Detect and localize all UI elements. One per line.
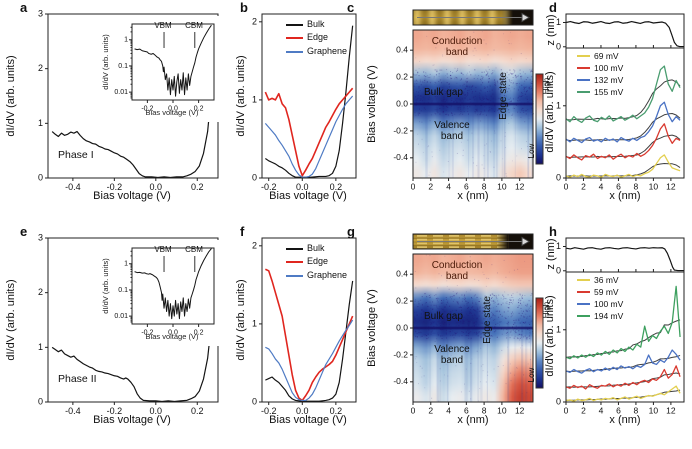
panel-h-z-axis-label: z (nm) bbox=[545, 238, 558, 270]
panel-e-inset-y-axis-label: dI/dV (arb. units) bbox=[101, 258, 111, 314]
panel-e-cbm-annotation: CBM bbox=[185, 245, 203, 254]
panel-g-x-axis-label: x (nm) bbox=[457, 414, 489, 426]
panel-letter-a: a bbox=[20, 0, 28, 15]
legend-item-59mv: 59 mV bbox=[577, 286, 623, 297]
69mv-line-swatch bbox=[577, 55, 590, 58]
panel-c-conduction-band-annotation: Conduction band bbox=[431, 36, 483, 58]
legend-label-bulk: Bulk bbox=[307, 19, 325, 29]
legend-item-bulk: Bulk bbox=[286, 19, 347, 29]
panel-h-y-axis-label: dI/dV (arb. units) bbox=[544, 295, 557, 377]
panel-d-legend: 69 mV 100 mV 132 mV 155 mV bbox=[577, 52, 623, 100]
panel-b-x-axis-label: Bias voltage (V) bbox=[269, 190, 347, 202]
panel-f-y-axis-label: dI/dV (arb. units) bbox=[235, 279, 248, 361]
graphene-line-swatch bbox=[286, 50, 303, 53]
legend-label-59mv: 59 mV bbox=[594, 286, 619, 297]
legend-label-graphene-f: Graphene bbox=[307, 269, 348, 280]
panel-a-inset-y-axis-label: dI/dV (arb. units) bbox=[101, 34, 111, 90]
panel-letter-g: g bbox=[347, 224, 355, 239]
panel-letter-e: e bbox=[20, 224, 28, 239]
panel-d-z-axis-label: z (nm) bbox=[545, 14, 558, 46]
legend-item-graphene-f: Graphene bbox=[286, 269, 348, 280]
legend-label-36mv: 36 mV bbox=[594, 275, 619, 285]
panel-c-colorbar-low-label: Low bbox=[526, 143, 536, 159]
legend-label-155mv: 155 mV bbox=[594, 86, 624, 97]
bulk-line-swatch bbox=[286, 247, 303, 250]
panel-a-phase-annotation: Phase I bbox=[58, 149, 94, 161]
panel-g-valence-band-annotation: Valence band bbox=[434, 344, 470, 366]
panel-letter-f: f bbox=[240, 224, 245, 239]
panel-e-y-axis-label: dI/dV (arb. units) bbox=[5, 279, 18, 361]
panel-e-inset-x-axis-label: Bias voltage (V) bbox=[145, 332, 199, 341]
legend-item-edge-f: Edge bbox=[286, 256, 347, 267]
panel-g-conduction-band-annotation: Conduction band bbox=[431, 260, 483, 282]
panel-c-x-axis-label: x (nm) bbox=[457, 190, 489, 202]
legend-label-graphene: Graphene bbox=[307, 45, 348, 56]
panel-letter-b: b bbox=[240, 0, 248, 15]
legend-label-194mv: 194 mV bbox=[594, 310, 624, 321]
panel-a-inset-x-axis-label: Bias voltage (V) bbox=[145, 108, 199, 117]
panel-f-x-axis-label: Bias voltage (V) bbox=[269, 414, 347, 426]
panel-h-x-axis-label: x (nm) bbox=[609, 414, 641, 426]
legend-label-100mv-h: 100 mV bbox=[594, 298, 624, 309]
59mv-line-swatch bbox=[577, 291, 590, 294]
legend-label-edge-f: Edge bbox=[307, 256, 329, 267]
panel-letter-h: h bbox=[549, 224, 557, 239]
legend-label-132mv: 132 mV bbox=[594, 74, 624, 85]
panel-f-legend: Bulk Edge Graphene bbox=[286, 243, 348, 284]
edge-line-swatch bbox=[286, 37, 303, 40]
100mv-line-swatch bbox=[577, 303, 590, 306]
panel-e-phase-annotation: Phase II bbox=[58, 373, 97, 385]
panel-a-vbm-annotation: VBM bbox=[154, 21, 172, 30]
panel-g-bulk-gap-annotation: Bulk gap bbox=[424, 311, 463, 322]
panel-c-bulk-gap-annotation: Bulk gap bbox=[424, 87, 463, 98]
legend-item-bulk-f: Bulk bbox=[286, 243, 347, 253]
panel-d-x-axis-label: x (nm) bbox=[609, 190, 641, 202]
legend-label-bulk-f: Bulk bbox=[307, 243, 325, 253]
legend-item-36mv: 36 mV bbox=[577, 276, 623, 285]
legend-item-100mv: 100 mV bbox=[577, 62, 624, 73]
panel-b-y-axis-label: dI/dV (arb. units) bbox=[235, 55, 248, 137]
legend-label-69mv: 69 mV bbox=[594, 51, 619, 61]
panel-letter-c: c bbox=[347, 0, 355, 15]
panel-e-vbm-annotation: VBM bbox=[154, 245, 172, 254]
panel-g-edge-state-annotation: Edge state bbox=[481, 296, 493, 344]
bulk-line-swatch bbox=[286, 23, 303, 26]
legend-item-graphene: Graphene bbox=[286, 45, 348, 56]
194mv-line-swatch bbox=[577, 315, 590, 318]
panel-b-legend: Bulk Edge Graphene bbox=[286, 19, 348, 60]
legend-item-100mv-h: 100 mV bbox=[577, 298, 624, 309]
panel-a-x-axis-label: Bias voltage (V) bbox=[93, 190, 171, 202]
100mv-line-swatch bbox=[577, 67, 590, 70]
legend-label-100mv: 100 mV bbox=[594, 62, 624, 73]
legend-label-edge: Edge bbox=[307, 32, 329, 43]
panel-a-cbm-annotation: CBM bbox=[185, 21, 203, 30]
132mv-line-swatch bbox=[577, 79, 590, 82]
panel-c-y-axis-label: Bias voltage (V) bbox=[366, 65, 379, 143]
panel-g-colorbar-low-label: Low bbox=[526, 367, 536, 383]
panel-h-legend: 36 mV 59 mV 100 mV 194 mV bbox=[577, 276, 623, 324]
edge-line-swatch bbox=[286, 261, 303, 264]
graphene-line-swatch bbox=[286, 274, 303, 277]
panel-letter-d: d bbox=[549, 0, 557, 15]
legend-item-edge: Edge bbox=[286, 32, 347, 43]
panel-c-valence-band-annotation: Valence band bbox=[434, 120, 470, 142]
panel-c-edge-state-annotation: Edge state bbox=[497, 72, 509, 120]
panel-a-y-axis-label: dI/dV (arb. units) bbox=[5, 55, 18, 137]
legend-item-155mv: 155 mV bbox=[577, 86, 624, 97]
legend-item-69mv: 69 mV bbox=[577, 52, 623, 61]
36mv-line-swatch bbox=[577, 279, 590, 282]
legend-item-194mv: 194 mV bbox=[577, 310, 624, 321]
panel-e-x-axis-label: Bias voltage (V) bbox=[93, 414, 171, 426]
legend-item-132mv: 132 mV bbox=[577, 74, 624, 85]
155mv-line-swatch bbox=[577, 91, 590, 94]
panel-g-y-axis-label: Bias voltage (V) bbox=[366, 289, 379, 367]
panel-d-y-axis-label: dI/dV (arb. units) bbox=[544, 71, 557, 153]
